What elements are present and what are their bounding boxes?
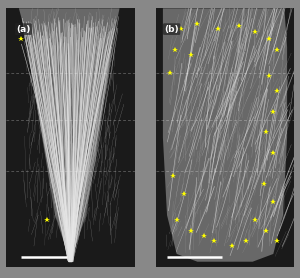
- Polygon shape: [156, 8, 294, 267]
- Text: (b): (b): [164, 25, 179, 34]
- Polygon shape: [6, 8, 135, 267]
- Polygon shape: [19, 8, 119, 262]
- Polygon shape: [163, 8, 287, 262]
- Text: (a): (a): [16, 25, 31, 34]
